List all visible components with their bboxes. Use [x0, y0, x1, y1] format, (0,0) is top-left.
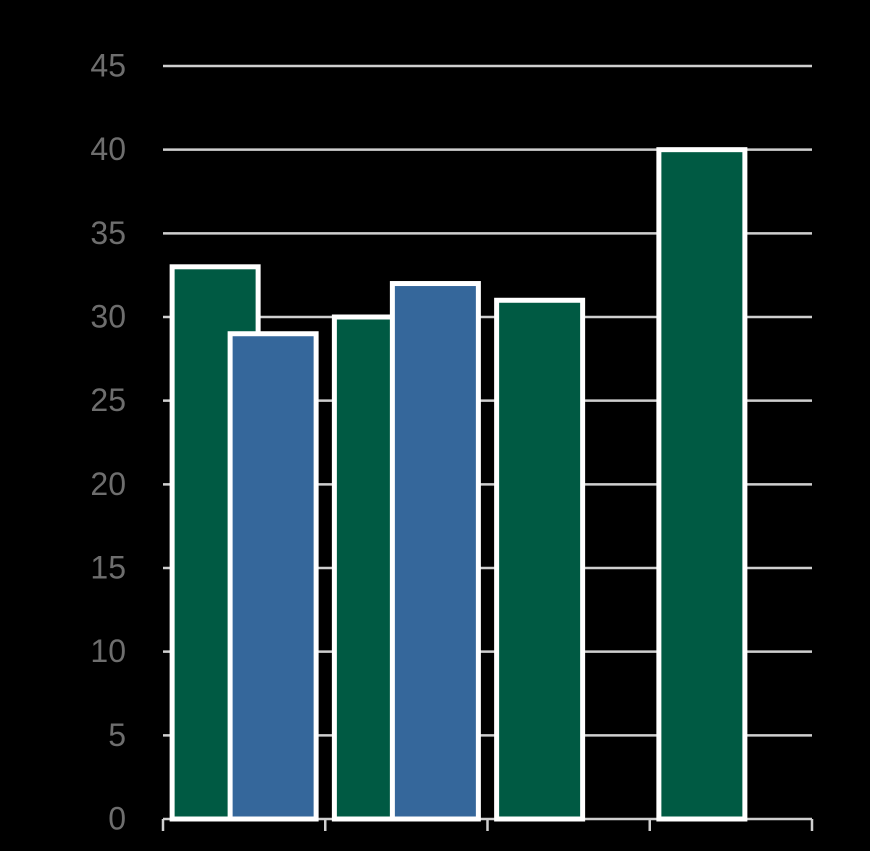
y-tick-label: 30 [90, 298, 126, 334]
bar [227, 331, 319, 822]
bar [656, 147, 748, 822]
y-tick-label: 20 [90, 466, 126, 502]
y-tick-label: 10 [90, 633, 126, 669]
y-tick-label: 0 [108, 800, 126, 836]
bar [389, 281, 481, 822]
y-tick-label: 35 [90, 215, 126, 251]
y-tick-label: 40 [90, 131, 126, 167]
bar [494, 297, 586, 822]
y-tick-label: 5 [108, 717, 126, 753]
y-tick-label: 15 [90, 549, 126, 585]
y-tick-label: 45 [90, 47, 126, 83]
y-tick-label: 25 [90, 382, 126, 418]
